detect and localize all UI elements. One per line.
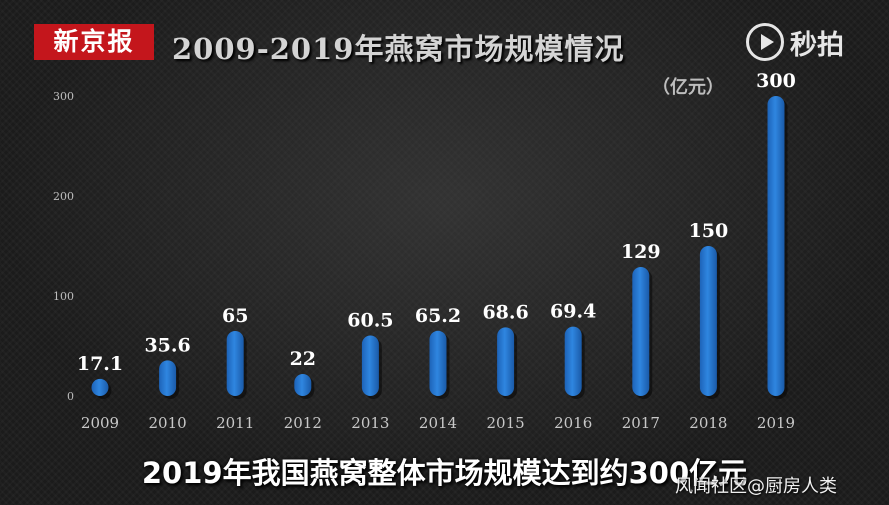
bar [564, 326, 582, 396]
data-label: 35.6 [144, 334, 190, 356]
data-label: 300 [756, 70, 796, 92]
y-tick-label: 300 [53, 90, 74, 103]
x-tick-label: 2016 [554, 414, 592, 432]
bar [91, 378, 109, 396]
chart-title: 2009-2019年燕窝市场规模情况 [172, 32, 625, 66]
play-circle-icon [746, 23, 784, 61]
y-tick-label: 200 [53, 190, 74, 203]
x-tick-label: 2017 [622, 414, 660, 432]
bar [429, 330, 447, 396]
x-tick-label: 2014 [419, 414, 457, 432]
x-tick-label: 2010 [149, 414, 187, 432]
data-label: 68.6 [482, 301, 528, 323]
data-label: 22 [290, 348, 316, 370]
x-tick-label: 2011 [216, 414, 254, 432]
bar [767, 96, 785, 396]
bar [699, 246, 717, 396]
data-label: 65 [222, 305, 248, 327]
x-tick-label: 2019 [757, 414, 795, 432]
y-tick-label: 100 [53, 290, 74, 303]
bar [159, 360, 177, 396]
brand-name: 秒拍 [790, 29, 844, 61]
x-tick-label: 2015 [487, 414, 525, 432]
bar [226, 331, 244, 396]
y-tick-label: 0 [67, 390, 74, 403]
bar [497, 327, 515, 396]
x-tick-label: 2009 [81, 414, 119, 432]
unit-label: （亿元） [652, 77, 724, 98]
bar [632, 267, 650, 396]
publisher-logo: 新京报 [34, 24, 154, 60]
brand-logo: 秒拍 [746, 20, 844, 64]
data-label: 60.5 [347, 310, 393, 332]
bar [294, 374, 312, 396]
source-watermark: 风闻社区@厨房人类 [675, 476, 837, 497]
x-tick-label: 2018 [689, 414, 727, 432]
data-label: 17.1 [77, 353, 123, 375]
data-label: 150 [689, 220, 729, 242]
data-label: 69.4 [550, 301, 596, 323]
data-label: 65.2 [415, 305, 461, 327]
x-tick-label: 2013 [351, 414, 389, 432]
data-label: 129 [621, 241, 661, 263]
subtitle-caption: 2019年我国燕窝整体市场规模达到约300亿元 [141, 456, 748, 490]
x-tick-label: 2012 [284, 414, 322, 432]
bar [361, 335, 379, 396]
